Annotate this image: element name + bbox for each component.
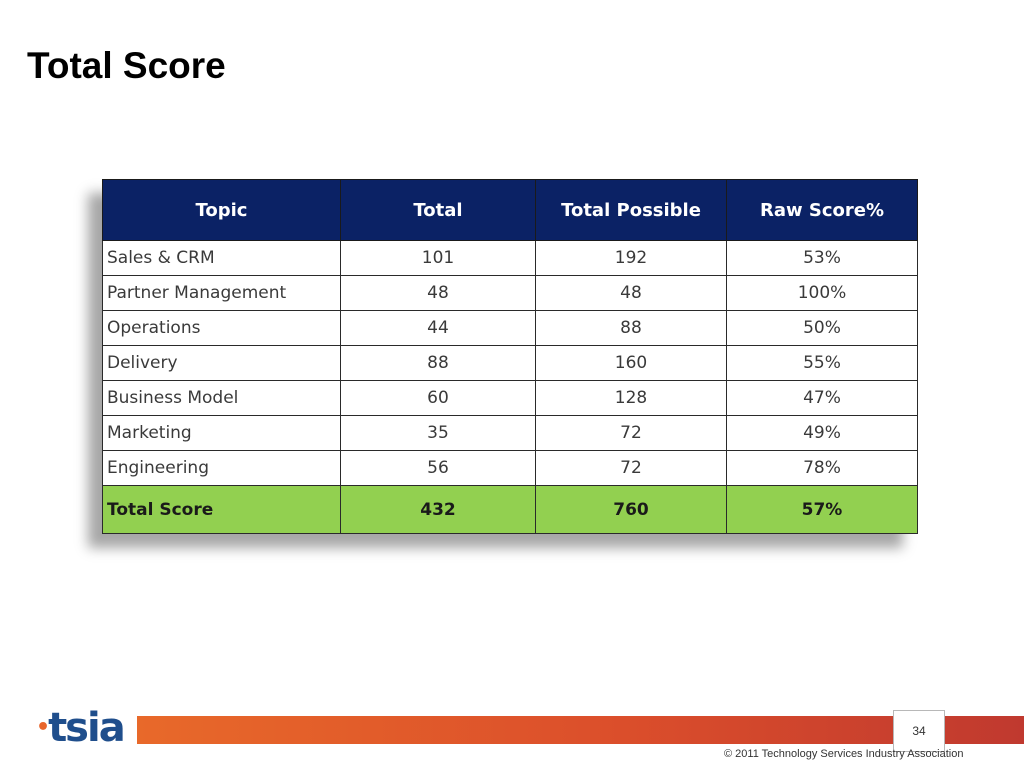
cell-topic: Business Model	[102, 380, 341, 416]
total-score-row: Total Score 432 760 57%	[102, 485, 918, 534]
cell-raw-score: 55%	[726, 345, 918, 381]
footer-bar	[137, 716, 1024, 744]
cell-raw-score: 100%	[726, 275, 918, 311]
table-row: Business Model 60 128 47%	[102, 380, 918, 416]
cell-total-possible: 72	[535, 415, 727, 451]
tsia-logo: •tsia	[36, 705, 126, 751]
cell-topic: Operations	[102, 310, 341, 346]
score-table-container: Topic Total Total Possible Raw Score% Sa…	[102, 179, 918, 534]
total-raw-score: 57%	[726, 485, 918, 534]
cell-total-possible: 160	[535, 345, 727, 381]
cell-raw-score: 49%	[726, 415, 918, 451]
header-total-possible: Total Possible	[535, 179, 727, 241]
cell-raw-score: 50%	[726, 310, 918, 346]
header-topic: Topic	[102, 179, 341, 241]
cell-topic: Delivery	[102, 345, 341, 381]
cell-raw-score: 47%	[726, 380, 918, 416]
header-total: Total	[340, 179, 536, 241]
logo-dot-icon: •	[36, 715, 50, 740]
cell-total: 44	[340, 310, 536, 346]
cell-total: 88	[340, 345, 536, 381]
cell-total-possible: 72	[535, 450, 727, 486]
table-row: Operations 44 88 50%	[102, 310, 918, 346]
total-sum: 432	[340, 485, 536, 534]
cell-total-possible: 48	[535, 275, 727, 311]
cell-raw-score: 53%	[726, 240, 918, 276]
table-row: Marketing 35 72 49%	[102, 415, 918, 451]
table-header-row: Topic Total Total Possible Raw Score%	[102, 179, 918, 241]
cell-total-possible: 192	[535, 240, 727, 276]
cell-total: 101	[340, 240, 536, 276]
cell-total-possible: 128	[535, 380, 727, 416]
header-raw-score: Raw Score%	[726, 179, 918, 241]
cell-topic: Marketing	[102, 415, 341, 451]
cell-total: 56	[340, 450, 536, 486]
table-row: Sales & CRM 101 192 53%	[102, 240, 918, 276]
cell-topic: Sales & CRM	[102, 240, 341, 276]
cell-topic: Partner Management	[102, 275, 341, 311]
table-row: Partner Management 48 48 100%	[102, 275, 918, 311]
total-label: Total Score	[102, 485, 341, 534]
cell-total: 48	[340, 275, 536, 311]
score-table: Topic Total Total Possible Raw Score% Sa…	[102, 179, 918, 534]
table-row: Delivery 88 160 55%	[102, 345, 918, 381]
table-row: Engineering 56 72 78%	[102, 450, 918, 486]
cell-total: 35	[340, 415, 536, 451]
cell-raw-score: 78%	[726, 450, 918, 486]
slide-title: Total Score	[27, 45, 226, 86]
logo-text: tsia	[48, 705, 126, 751]
total-possible-sum: 760	[535, 485, 727, 534]
cell-total: 60	[340, 380, 536, 416]
cell-total-possible: 88	[535, 310, 727, 346]
page-number: 34	[893, 710, 945, 752]
cell-topic: Engineering	[102, 450, 341, 486]
copyright-notice: © 2011 Technology Services Industry Asso…	[724, 748, 964, 760]
